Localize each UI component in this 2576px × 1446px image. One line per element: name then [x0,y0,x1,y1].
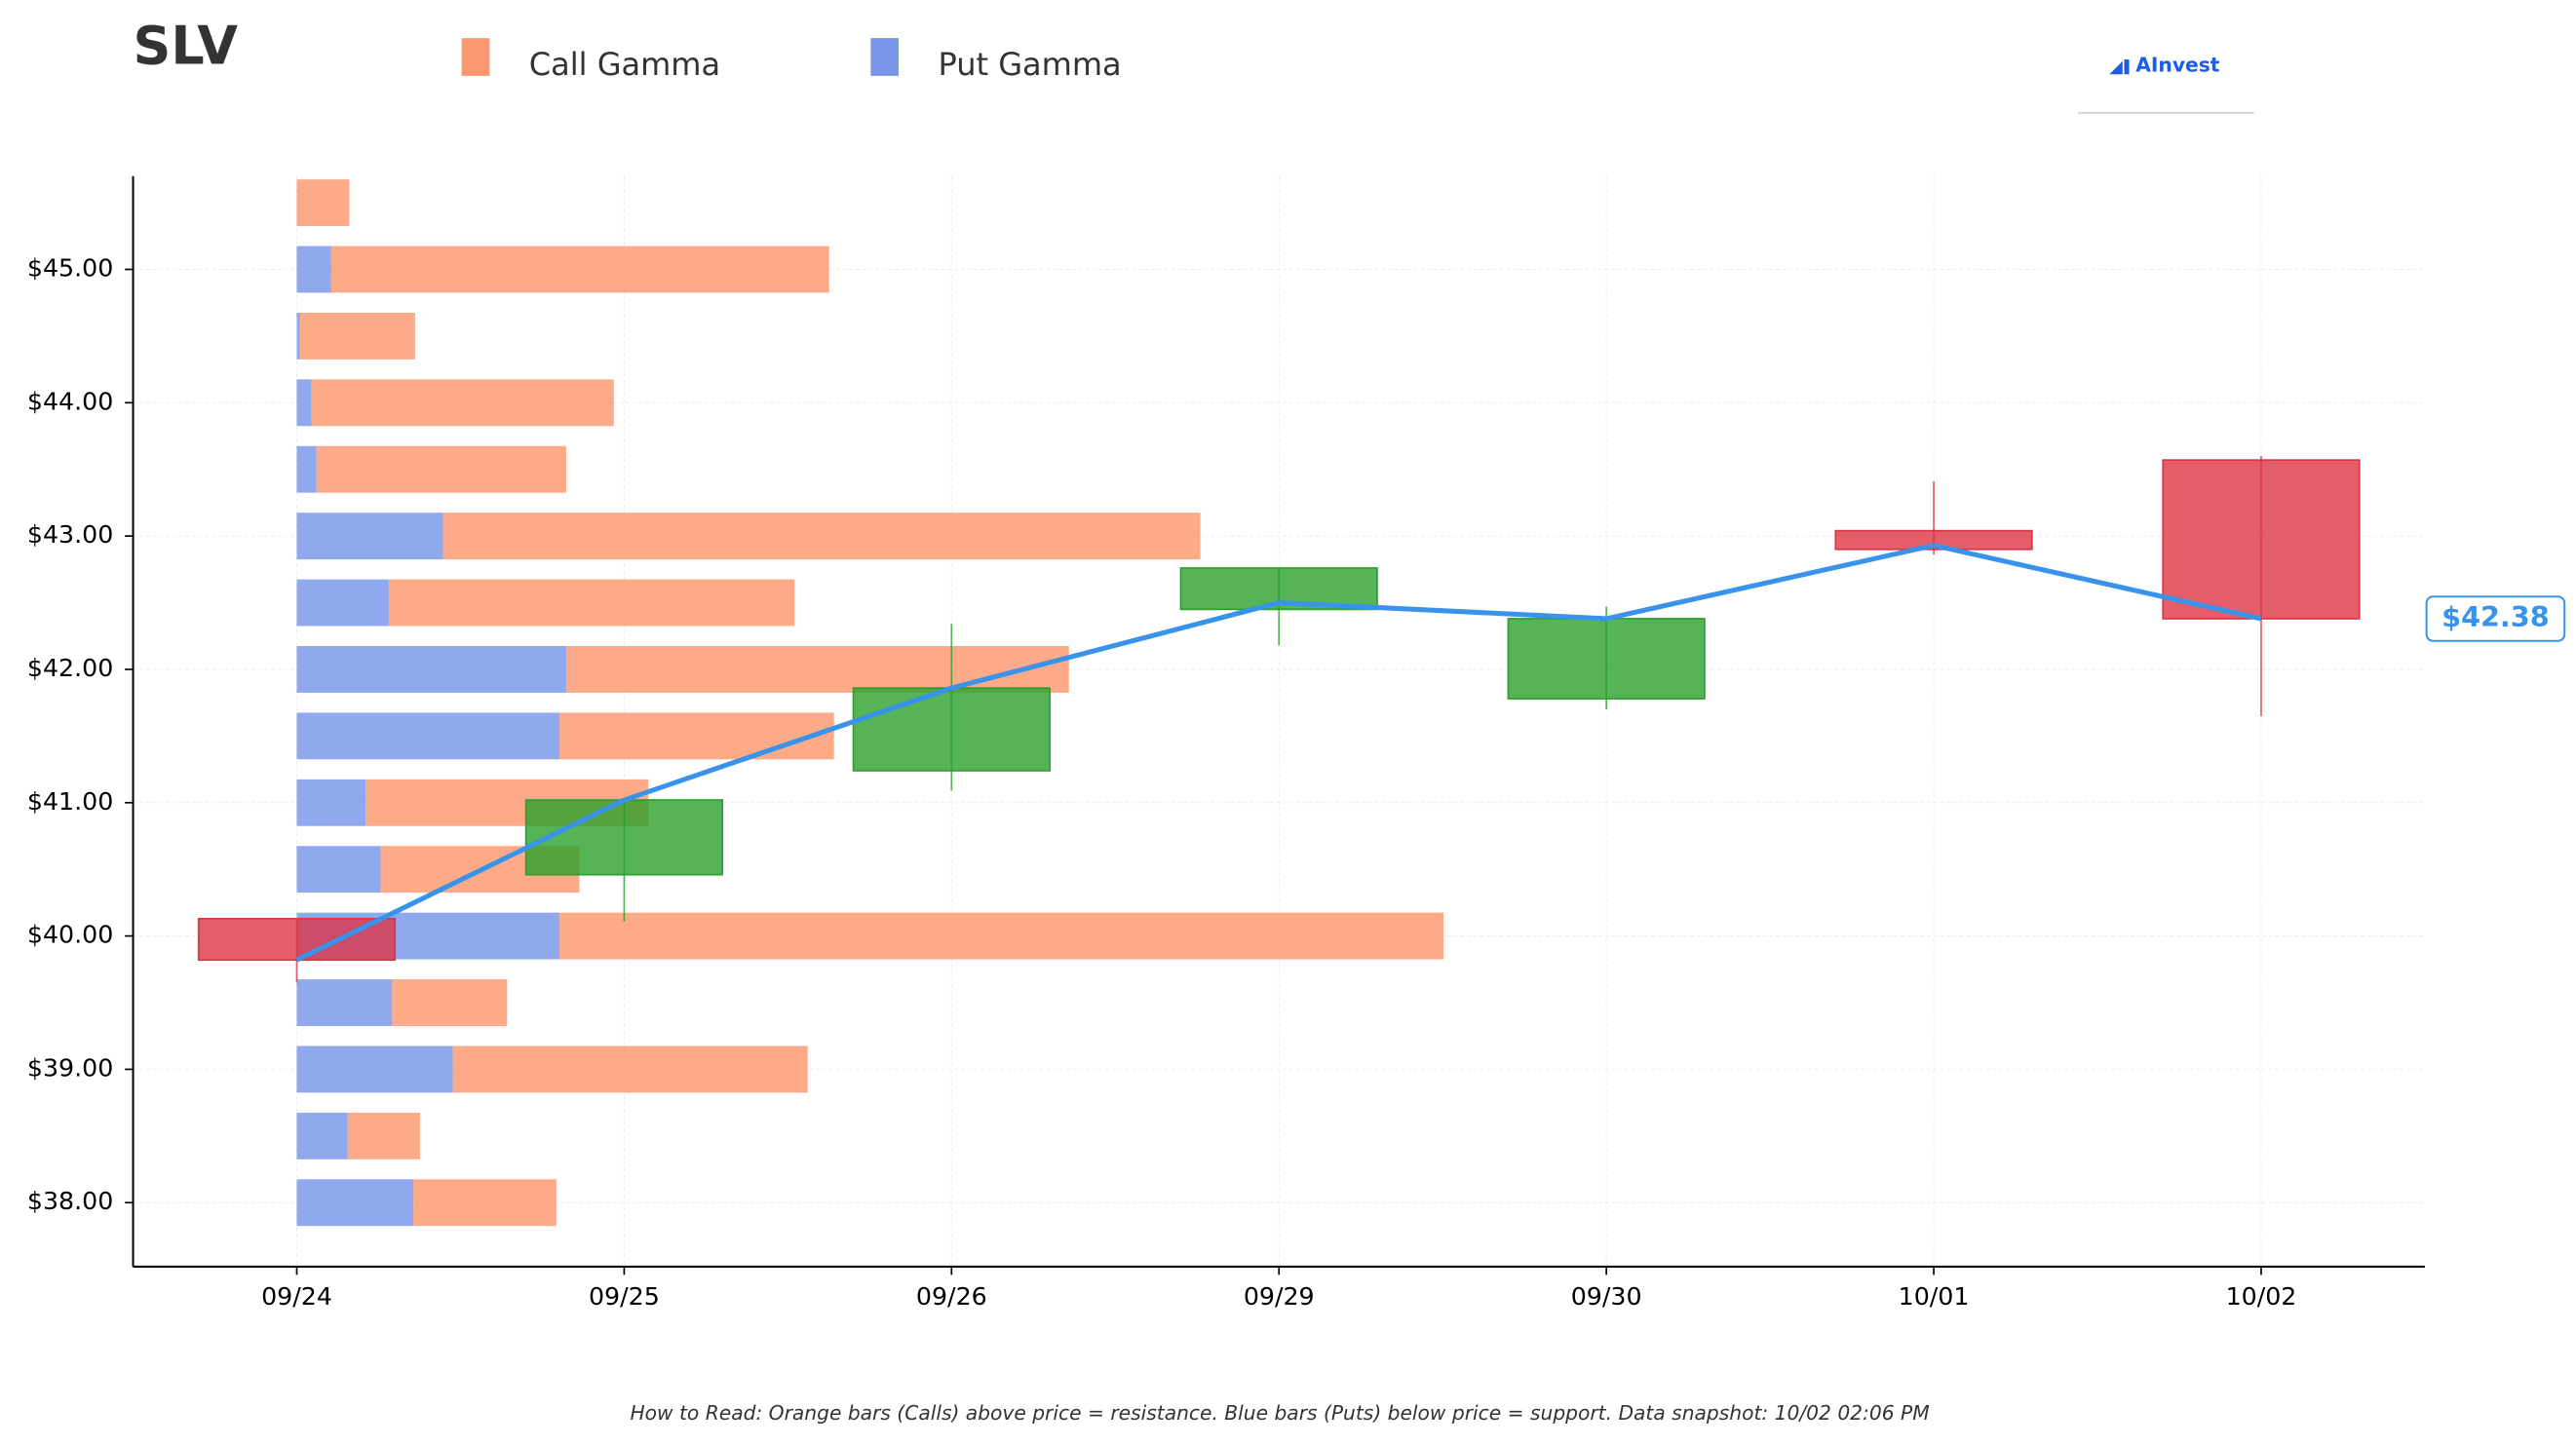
candle-body [2162,459,2361,620]
legend-swatch [870,38,900,76]
gamma-bar [296,779,366,826]
candle-body [852,687,1051,772]
gamma-bar [296,445,317,493]
gamma-bar [296,846,381,894]
gamma-bar [316,445,566,493]
gamma-bar [442,513,1201,560]
price-label-box [2425,595,2566,642]
gamma-bar [296,1046,453,1093]
gamma-bar [388,579,795,627]
candle-body [524,799,724,876]
y-tick-label: $38.00 [27,1187,113,1215]
y-tick-label: $45.00 [27,253,113,282]
gamma-bar [296,379,312,427]
legend-label: Call Gamma [529,46,720,83]
y-tick-label: $44.00 [27,387,113,415]
gamma-bar [559,912,1444,960]
gamma-bar [347,1112,420,1160]
gamma-bar [296,1179,414,1227]
y-tick-label: $41.00 [27,787,113,816]
gamma-bar [311,379,614,427]
x-tick-label: 10/01 [1899,1282,1970,1311]
x-tick-label: 09/26 [916,1282,987,1311]
legend-label: Put Gamma [938,46,1121,83]
price-line [295,543,2262,963]
legend-swatch [461,38,490,76]
gamma-bar [296,513,443,560]
gamma-bar [296,179,350,227]
y-tick-label: $42.00 [27,654,113,682]
y-tick-label: $40.00 [27,921,113,949]
chart-title: SLV [134,16,239,77]
logo: AInvest [2078,53,2254,114]
x-tick-label: 09/30 [1571,1282,1642,1311]
gamma-bar [299,312,415,360]
gamma-bar [565,646,1069,693]
x-tick-label: 10/02 [2226,1282,2297,1311]
logo-icon [2109,59,2130,75]
gamma-bar [296,646,566,693]
x-tick-label: 09/25 [589,1282,660,1311]
price-label: $42.38 [2441,600,2550,633]
gamma-bar [296,1112,348,1160]
y-tick-label: $43.00 [27,520,113,549]
gamma-bar [296,312,300,360]
x-tick-label: 09/24 [261,1282,332,1311]
gamma-bar [559,712,834,760]
gamma-bar [296,712,560,760]
candle-body [1834,529,2033,551]
gamma-bar [413,1179,557,1227]
y-tick-label: $39.00 [27,1053,113,1082]
footnote: How to Read: Orange bars (Calls) above p… [630,1401,1929,1425]
logo-text: AInvest [2135,53,2219,76]
gamma-bar [392,979,508,1026]
gamma-bar [330,246,829,293]
gamma-bar [296,979,393,1026]
candle-body [1507,618,1706,700]
x-tick-label: 09/29 [1244,1282,1315,1311]
gamma-bar [296,246,331,293]
gamma-bar [452,1046,808,1093]
gamma-bar [296,579,389,627]
